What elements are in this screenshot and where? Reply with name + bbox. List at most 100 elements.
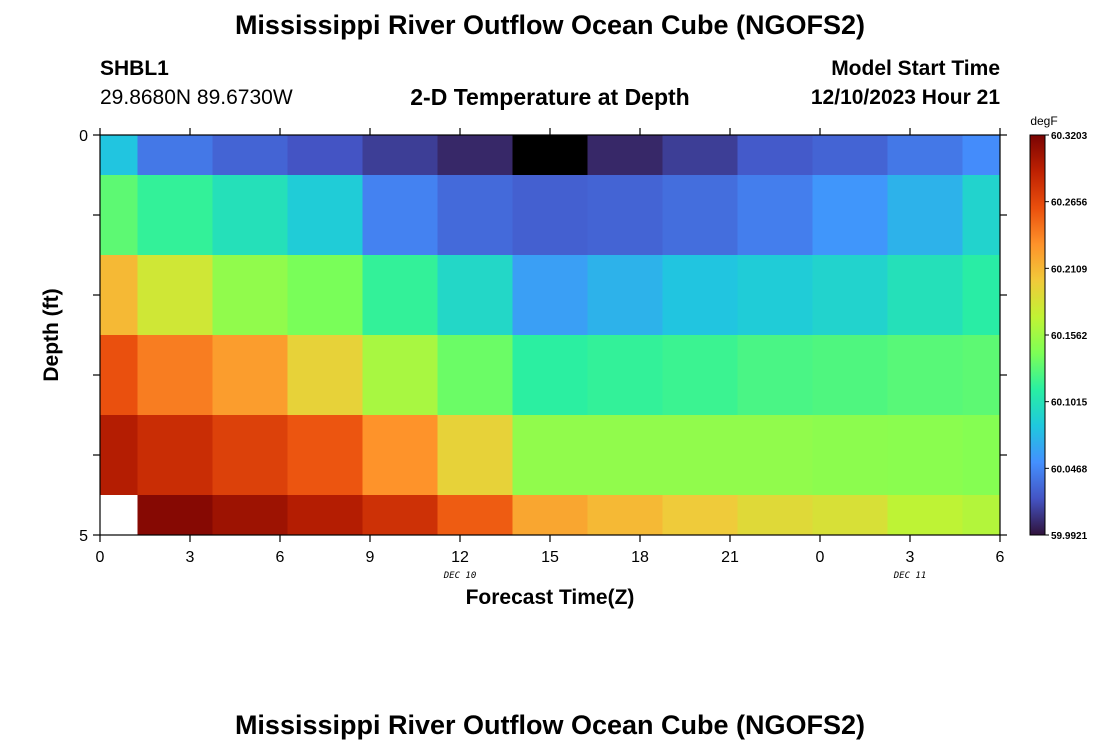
heatmap-cell — [287, 175, 363, 256]
heatmap-cell — [212, 415, 288, 496]
colorbar: 60.3203 60.2656 60.2109 60.1562 60.1015 60.04… — [1029, 131, 1088, 542]
heatmap-cell — [737, 255, 813, 336]
heatmap-cell — [287, 415, 363, 496]
heatmap-cell — [287, 495, 363, 536]
heatmap-cell — [962, 335, 1001, 416]
x-tick-label: 6 — [276, 549, 285, 566]
heatmap-cell — [362, 135, 438, 176]
x-tick-label: 15 — [541, 549, 559, 566]
heatmap-cell — [887, 255, 963, 336]
y-axis-label: Depth (ft) — [40, 288, 63, 381]
heatmap-cell — [662, 495, 738, 536]
heatmap-cell — [662, 335, 738, 416]
heatmap-cell — [587, 255, 663, 336]
heatmap-cell — [437, 175, 513, 256]
heatmap-cell — [100, 175, 138, 256]
heatmap-cells — [100, 135, 1001, 536]
x-tick-label: 0 — [816, 549, 825, 566]
heatmap-cell — [962, 495, 1001, 536]
heatmap-cell — [662, 175, 738, 256]
heatmap-cell — [812, 335, 888, 416]
heatmap-cell — [437, 135, 513, 176]
heatmap-cell — [362, 495, 438, 536]
x-axis-label: Forecast Time(Z) — [466, 586, 635, 609]
station-name: SHBL1 — [100, 57, 169, 80]
x-day-label: DEC 11 — [893, 571, 927, 581]
x-tick-label: 9 — [366, 549, 375, 566]
colorbar-label: 60.2656 — [1051, 198, 1088, 209]
colorbar-label: 60.2109 — [1051, 264, 1088, 275]
heatmap-cell — [737, 135, 813, 176]
heatmap-cell — [137, 495, 213, 536]
heatmap-cell — [100, 335, 138, 416]
heatmap-cell — [362, 335, 438, 416]
heatmap-cell — [737, 175, 813, 256]
heatmap-cell — [587, 175, 663, 256]
colorbar-label: 60.1015 — [1051, 398, 1088, 409]
heatmap-cell — [100, 415, 138, 496]
heatmap-cell — [437, 415, 513, 496]
heatmap-cell — [887, 495, 963, 536]
model-start-label: Model Start Time — [831, 57, 1000, 80]
heatmap-cell — [212, 255, 288, 336]
heatmap-cell — [587, 335, 663, 416]
heatmap-cell — [512, 495, 588, 536]
x-tick-label: 3 — [186, 549, 195, 566]
heatmap-cell — [812, 135, 888, 176]
heatmap-cell — [212, 495, 288, 536]
heatmap-cell — [100, 495, 138, 536]
heatmap-cell — [212, 335, 288, 416]
heatmap-cell — [137, 175, 213, 256]
heatmap-cell — [137, 415, 213, 496]
colorbar-unit: degF — [1030, 114, 1057, 128]
y-tick-label: 5 — [79, 528, 88, 545]
heatmap-cell — [512, 175, 588, 256]
colorbar-label: 60.3203 — [1051, 131, 1088, 142]
station-coordinates: 29.8680N 89.6730W — [100, 86, 293, 109]
heatmap-cell — [887, 415, 963, 496]
heatmap-cell — [362, 175, 438, 256]
x-tick-label: 18 — [631, 549, 649, 566]
page-title: Mississippi River Outflow Ocean Cube (NG… — [234, 10, 866, 40]
heatmap-cell — [962, 255, 1001, 336]
heatmap-cell — [512, 255, 588, 336]
heatmap-cell — [512, 415, 588, 496]
heatmap-cell — [662, 415, 738, 496]
y-axis: 05 — [79, 128, 1007, 545]
heatmap-cell — [737, 335, 813, 416]
x-tick-label: 21 — [721, 549, 739, 566]
heatmap-cell — [662, 255, 738, 336]
heatmap-cell — [100, 135, 138, 176]
heatmap-cell — [587, 495, 663, 536]
x-day-label: DEC 10 — [443, 571, 477, 581]
heatmap-cell — [812, 175, 888, 256]
model-start-datetime: 12/10/2023 Hour 21 — [810, 86, 1000, 109]
heatmap-cell — [137, 335, 213, 416]
heatmap-cell — [887, 335, 963, 416]
colorbar-label: 60.0468 — [1051, 464, 1088, 475]
heatmap-cell — [437, 255, 513, 336]
repeat-page-title: Mississippi River Outflow Ocean Cube (NG… — [234, 710, 866, 740]
heatmap-cell — [512, 335, 588, 416]
heatmap-cell — [962, 135, 1001, 176]
heatmap-cell — [287, 335, 363, 416]
heatmap-cell — [962, 415, 1001, 496]
heatmap-cell — [812, 415, 888, 496]
heatmap-cell — [212, 135, 288, 176]
heatmap-cell — [587, 135, 663, 176]
heatmap-cell — [812, 255, 888, 336]
chart-title: 2-D Temperature at Depth — [410, 84, 690, 110]
heatmap-cell — [437, 495, 513, 536]
x-tick-label: 0 — [96, 549, 105, 566]
heatmap-cell — [362, 255, 438, 336]
heatmap-cell — [887, 135, 963, 176]
heatmap-cell — [812, 495, 888, 536]
heatmap-cell — [437, 335, 513, 416]
heatmap-cell — [737, 495, 813, 536]
heatmap-cell — [962, 175, 1001, 256]
y-tick-label: 0 — [79, 128, 88, 145]
colorbar-label: 59.9921 — [1051, 531, 1088, 542]
heatmap-cell — [287, 255, 363, 336]
heatmap-cell — [287, 135, 363, 176]
